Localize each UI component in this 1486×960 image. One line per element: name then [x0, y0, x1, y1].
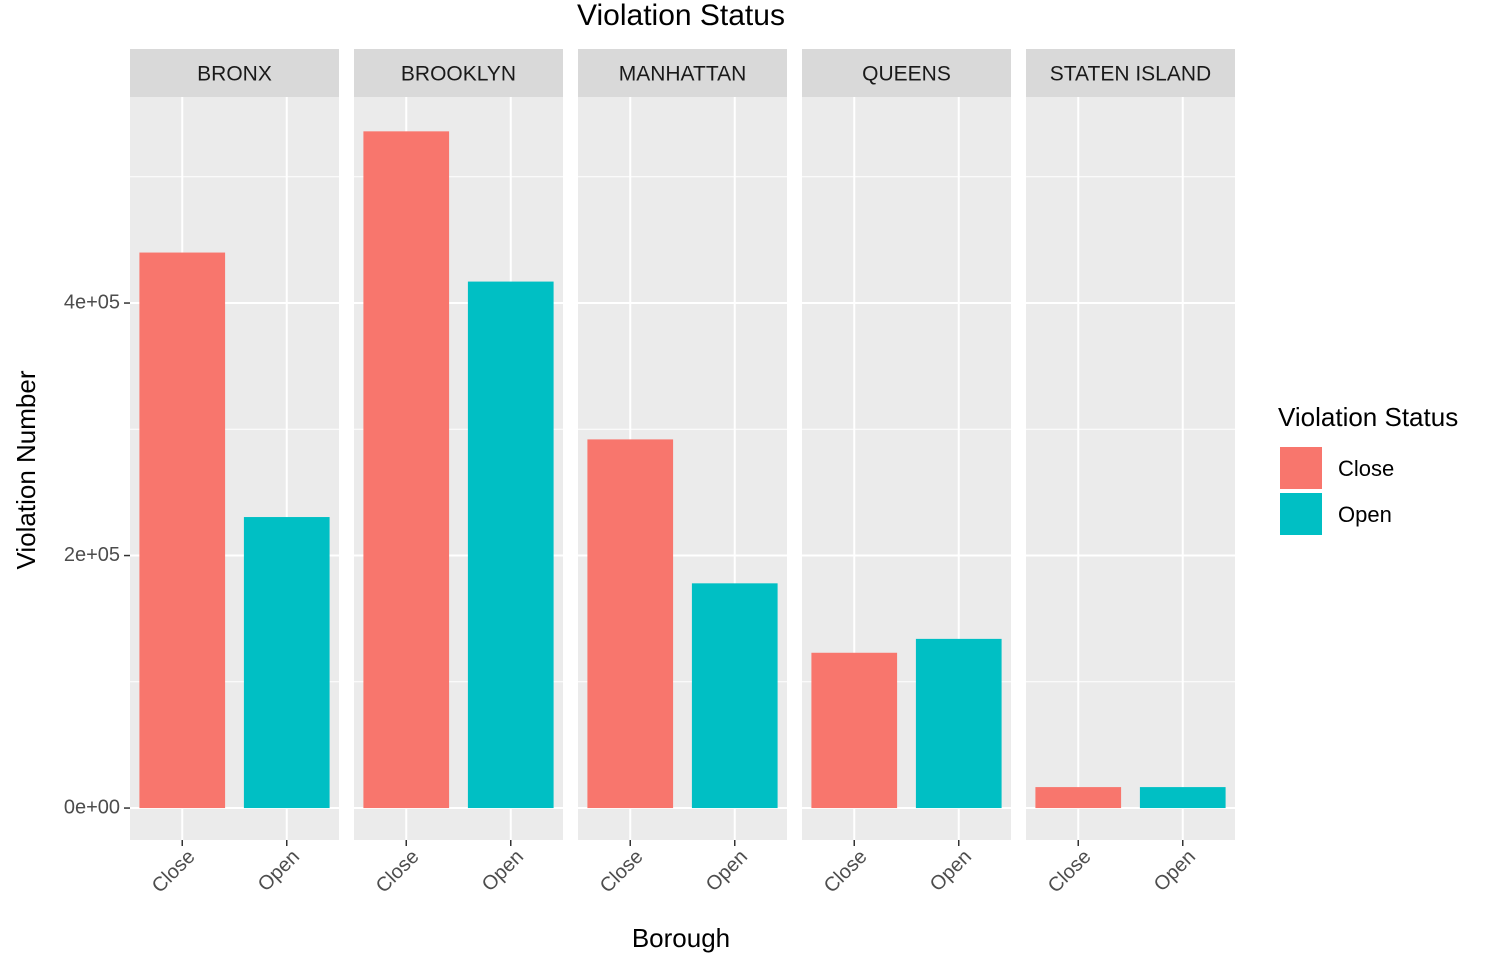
bar	[915, 638, 1002, 809]
y-axis-title: Violation Number	[11, 370, 41, 569]
bar	[243, 517, 330, 809]
legend-label: Open	[1338, 502, 1392, 527]
x-tick-label: Close	[148, 846, 200, 898]
strip-background	[802, 49, 1011, 97]
x-tick-label: Open	[478, 846, 528, 896]
x-tick-label: Close	[1044, 846, 1096, 898]
legend-key	[1280, 493, 1322, 535]
strip-background	[130, 49, 339, 97]
x-axis-title: Borough	[632, 923, 730, 953]
x-tick-label: Open	[254, 846, 304, 896]
chart-title: Violation Status	[577, 0, 785, 32]
x-tick-label: Close	[372, 846, 424, 898]
bar	[467, 281, 554, 809]
bar	[1139, 787, 1226, 809]
y-tick-label: 0e+00	[64, 796, 120, 818]
x-tick-label: Close	[596, 846, 648, 898]
strip-background	[354, 49, 563, 97]
bar	[363, 131, 450, 809]
strip-label: QUEENS	[862, 63, 951, 86]
x-tick-label: Open	[702, 846, 752, 896]
legend-label: Close	[1338, 456, 1394, 481]
strip-label: BRONX	[197, 63, 272, 86]
bar	[1035, 787, 1122, 809]
panel-background	[1026, 97, 1235, 840]
legend-title: Violation Status	[1278, 402, 1458, 432]
bar	[811, 652, 898, 809]
y-tick-label: 2e+05	[64, 544, 120, 566]
strip-background	[578, 49, 787, 97]
x-tick-label: Open	[1150, 846, 1200, 896]
bar	[587, 439, 674, 809]
bar	[691, 583, 778, 809]
x-tick-label: Close	[820, 846, 872, 898]
strip-label: BROOKLYN	[401, 63, 516, 86]
strip-label: MANHATTAN	[619, 63, 747, 86]
y-tick-label: 4e+05	[64, 291, 120, 313]
bar	[139, 252, 226, 809]
strip-background	[1026, 49, 1235, 97]
x-tick-label: Open	[926, 846, 976, 896]
legend-key	[1280, 447, 1322, 489]
strip-label: STATEN ISLAND	[1050, 63, 1211, 86]
